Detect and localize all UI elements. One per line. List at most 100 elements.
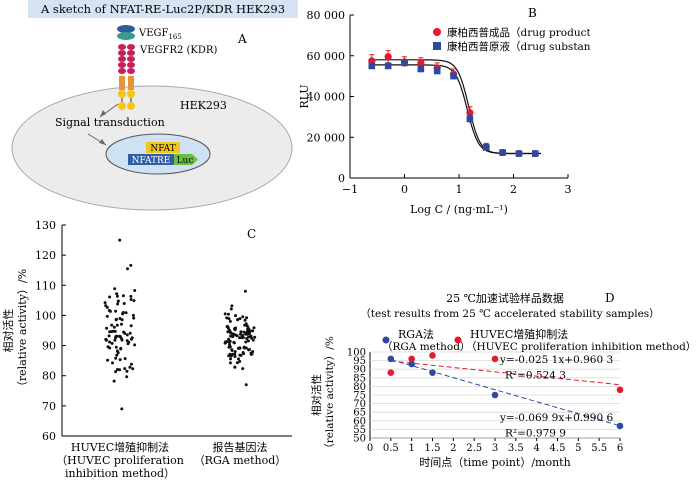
d-point: [429, 352, 436, 359]
d-legend-marker-rga: [382, 336, 390, 344]
d-y-tick-label: 65: [353, 408, 366, 419]
c-point: [225, 316, 229, 320]
d-y-tick-label: 80: [353, 382, 366, 393]
c-point: [113, 287, 117, 291]
d-subtitle: （test results from 25 ℃ accelerated stab…: [360, 308, 659, 320]
c-point: [241, 367, 245, 371]
c-point: [238, 346, 242, 350]
c-point: [245, 332, 249, 336]
c-point: [225, 325, 229, 329]
d-letter: D: [605, 291, 615, 305]
c-point: [227, 337, 231, 341]
c-point: [227, 312, 230, 316]
c-point: [228, 343, 231, 346]
vegf-label: VEGF165: [138, 28, 182, 41]
c-point: [248, 329, 252, 333]
c-point: [118, 358, 122, 362]
b-x-tick-label: 3: [565, 183, 572, 196]
c-point: [237, 357, 240, 361]
b-x-tick-label: 1: [456, 183, 463, 196]
b-x-label: Log C / (ng·mL⁻¹): [410, 203, 508, 216]
c-point: [229, 334, 233, 338]
c-point: [113, 338, 117, 342]
d-point: [429, 369, 436, 376]
c-point: [233, 355, 237, 358]
c-point: [250, 336, 253, 340]
c-point: [114, 334, 118, 338]
c-point: [108, 295, 112, 299]
c-point: [115, 323, 119, 327]
c-point: [118, 238, 122, 242]
receptor-label: VEGFR2 (KDR): [139, 45, 217, 56]
c-point: [227, 345, 231, 349]
c-point: [125, 375, 129, 379]
b-point-substance: [401, 59, 408, 67]
c-point: [246, 327, 250, 331]
c-point: [239, 332, 242, 336]
c-point: [238, 317, 242, 321]
c-letter: C: [247, 227, 256, 241]
c-point: [130, 336, 134, 340]
c-point: [229, 331, 233, 335]
c-point: [103, 301, 107, 305]
c-y-tick-label: 90: [42, 340, 56, 353]
c-point: [233, 365, 237, 369]
b-legend-label-substance: 康柏西普原液（drug substance）: [447, 40, 590, 53]
b-point-product: [384, 53, 392, 61]
c-point: [115, 317, 118, 321]
c-point: [123, 331, 127, 335]
luc-box: [174, 154, 198, 165]
d-title: 25 ℃加速试验样品数据: [446, 291, 564, 305]
c-point: [241, 336, 245, 340]
signal-arrow-1-head: [100, 110, 106, 117]
c-point: [229, 307, 233, 311]
c-point: [249, 352, 253, 356]
c-point: [104, 337, 108, 341]
c-point: [238, 359, 242, 363]
c-point: [107, 334, 111, 338]
b-letter: B: [528, 6, 537, 20]
d-legend-label-huvec-en: （HUVEC proliferation inhibition method）: [466, 341, 696, 353]
c-point: [111, 361, 114, 365]
c-point: [114, 309, 118, 313]
d-eq-huvec: y=-0.025 1x+0.960 3: [499, 354, 613, 366]
d-r2-rga: R²=0.979 9: [505, 427, 566, 439]
c-point: [242, 352, 246, 356]
d-y-tick-label: 100: [347, 348, 366, 359]
c-point: [133, 343, 137, 347]
c-y-tick-label: 100: [35, 309, 56, 322]
c-point: [107, 309, 111, 312]
c-point: [229, 354, 233, 358]
d-y-tick-label: 50: [353, 434, 366, 445]
c-group-label: （HUVEC proliferation: [56, 454, 184, 467]
d-point: [616, 422, 624, 430]
c-point: [126, 267, 129, 271]
c-point: [236, 318, 240, 322]
b-y-tick-label: 40 000: [307, 91, 346, 104]
d-x-tick-label: 2: [450, 443, 456, 454]
c-point: [115, 294, 119, 298]
panel-a-title-band: [28, 0, 298, 18]
c-point: [112, 325, 116, 329]
signal-label: Signal transduction: [55, 116, 165, 129]
c-point: [115, 353, 119, 357]
c-point: [120, 338, 124, 342]
b-x-tick-label: 2: [510, 183, 517, 196]
cell-label: HEK293: [180, 99, 227, 112]
nfat-label: NFAT: [150, 144, 175, 154]
b-x-tick-label: −1: [342, 183, 358, 196]
nfatre-box: [128, 154, 174, 165]
c-point: [116, 302, 120, 306]
c-point: [131, 367, 135, 371]
d-legend-marker-huvec: [454, 336, 462, 344]
d-x-tick-label: 5.5: [591, 443, 607, 454]
c-point: [253, 335, 257, 339]
chart-d: 25 ℃加速试验样品数据 （test results from 25 ℃ acce…: [310, 291, 696, 469]
c-point: [115, 292, 119, 296]
c-point: [243, 289, 247, 293]
vegf-ligand: [117, 25, 135, 40]
c-point: [110, 323, 114, 327]
c-point: [125, 369, 129, 373]
c-point: [235, 361, 239, 365]
c-point: [112, 379, 116, 383]
